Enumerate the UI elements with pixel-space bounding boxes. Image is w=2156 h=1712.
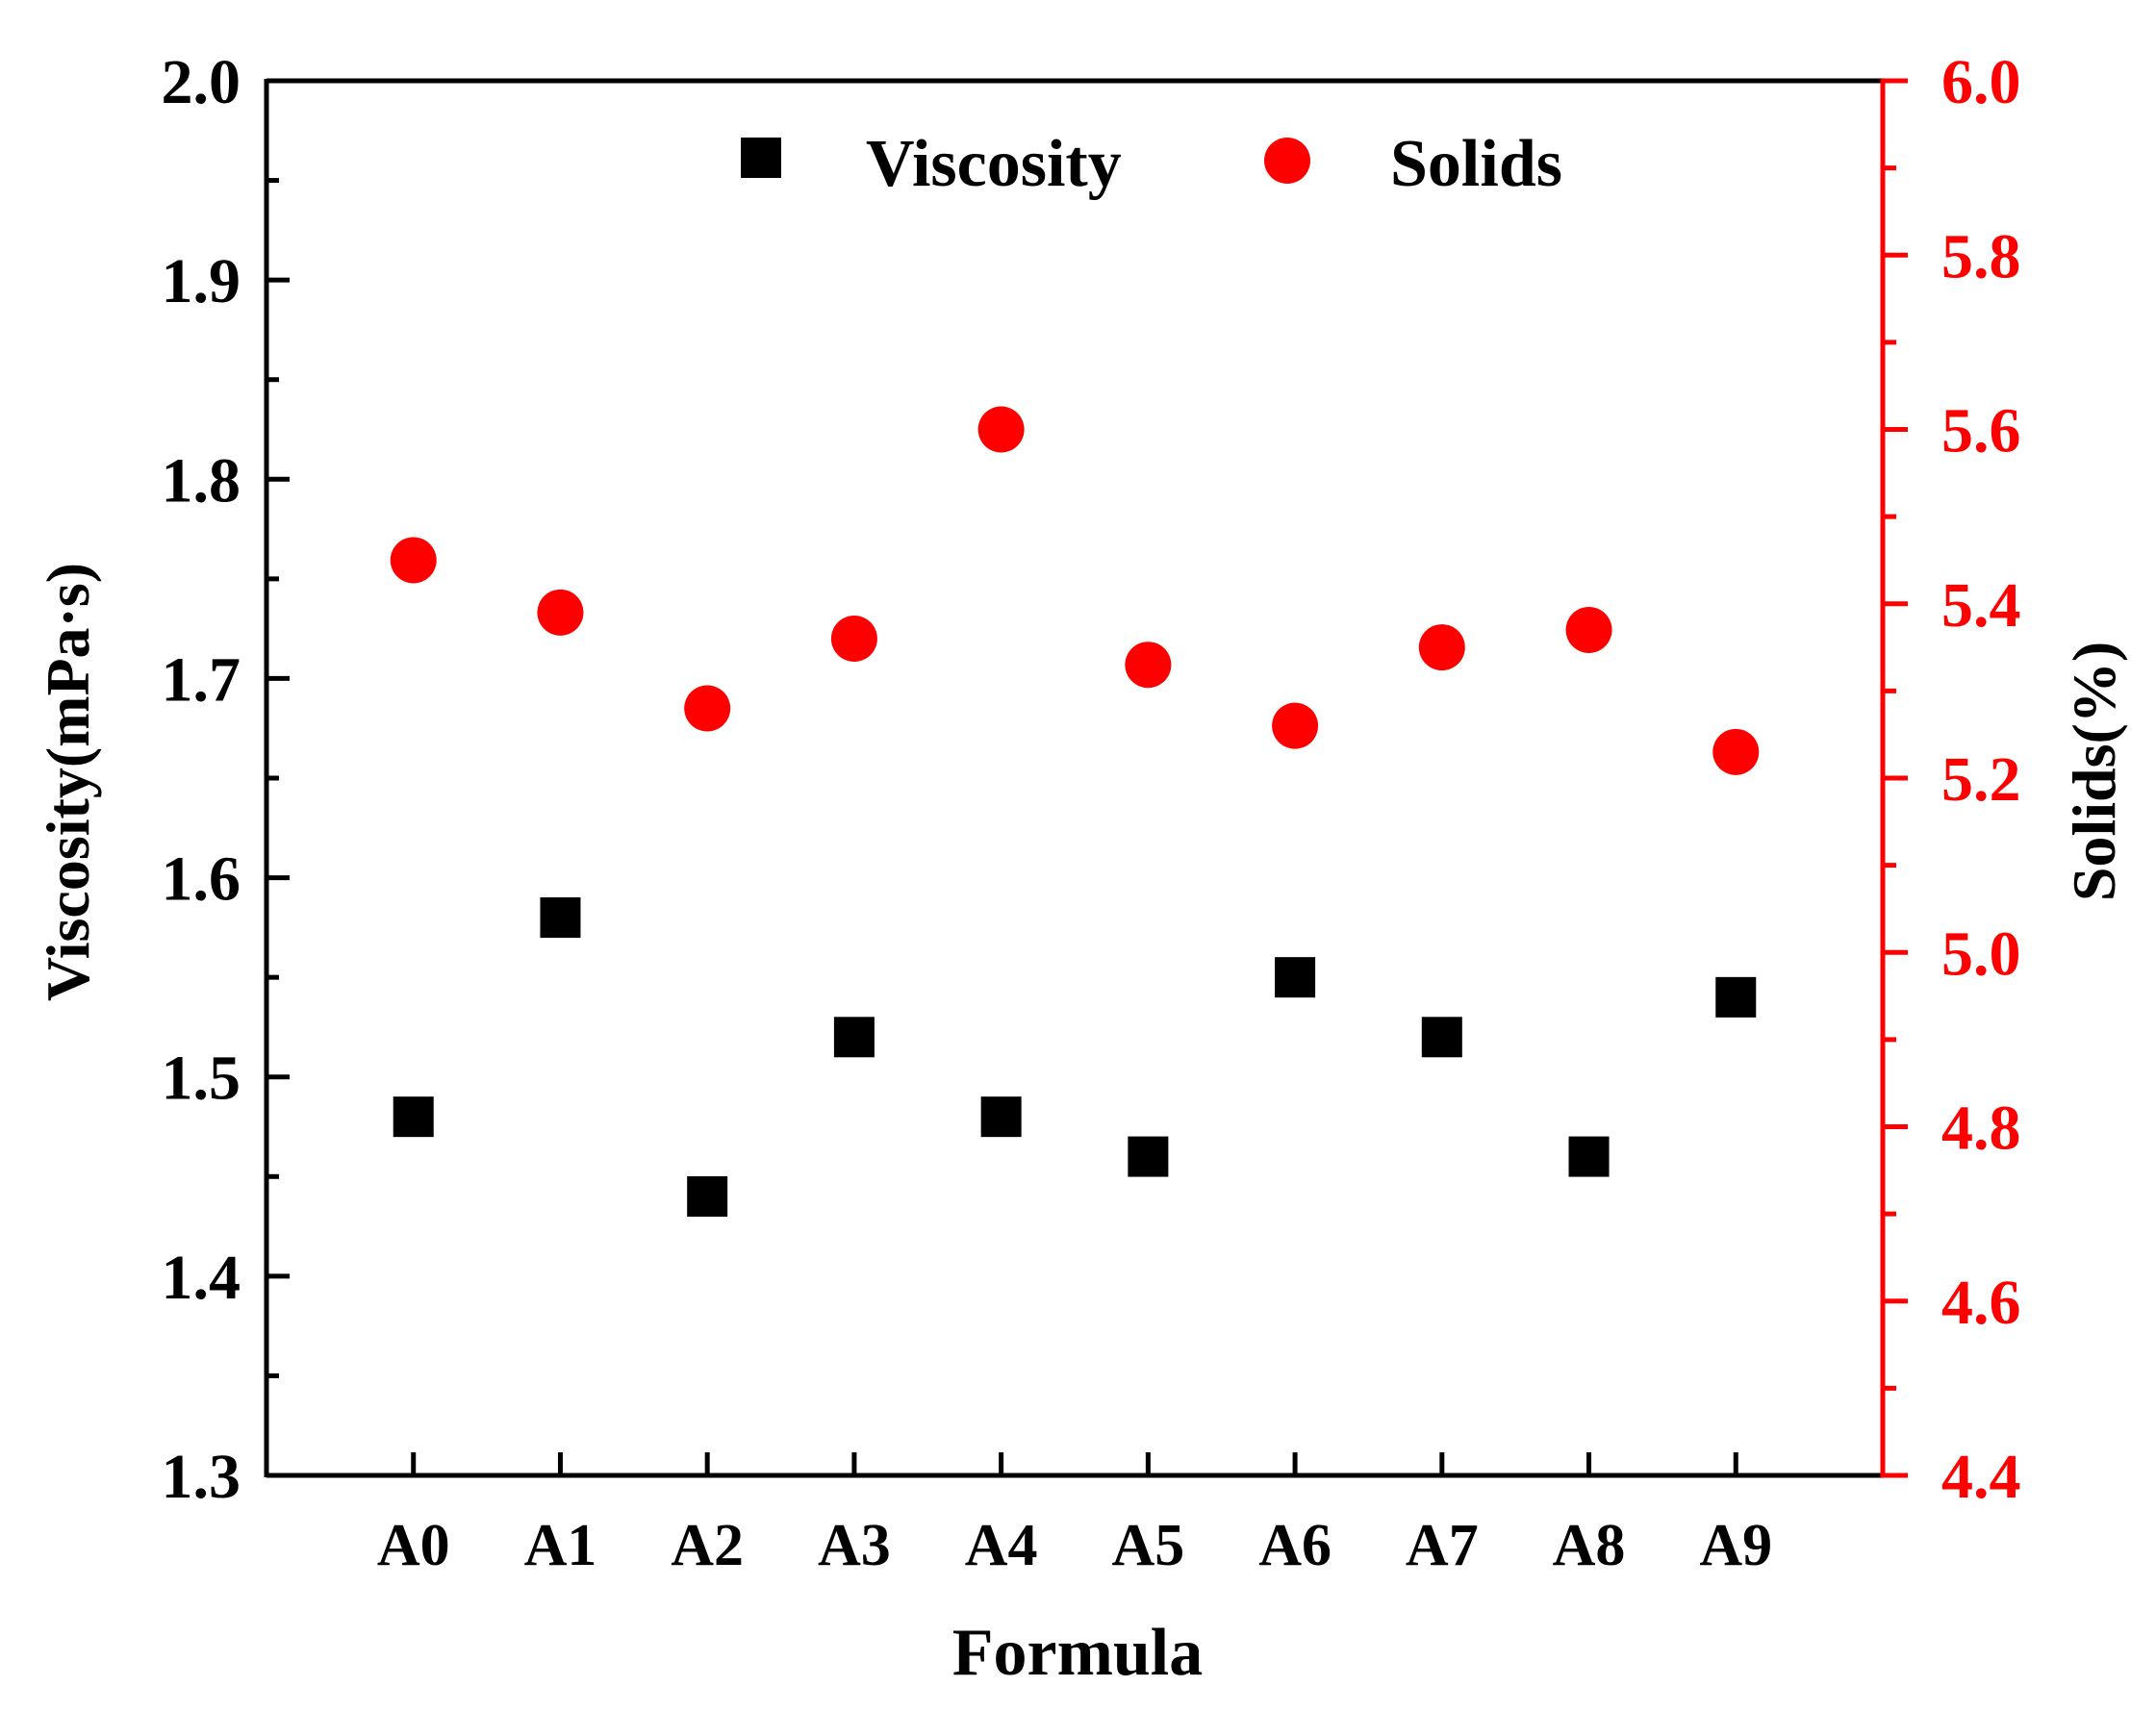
viscosity-point xyxy=(393,1096,434,1138)
x-tick-label: A1 xyxy=(524,1513,597,1578)
x-tick-label: A4 xyxy=(965,1513,1038,1578)
legend: Viscosity Solids xyxy=(741,127,1562,201)
solids-point xyxy=(830,616,877,662)
solids-point xyxy=(977,406,1025,453)
y-right-tick-label: 5.4 xyxy=(1941,570,2021,641)
y-left-tick-label: 1.5 xyxy=(162,1044,241,1114)
viscosity-point xyxy=(1421,1017,1462,1058)
viscosity-point xyxy=(980,1096,1022,1138)
solids-point xyxy=(390,537,437,584)
x-tick-label: A3 xyxy=(818,1513,891,1578)
solids-point xyxy=(1712,728,1760,775)
y-left-tick-label: 1.8 xyxy=(162,445,241,516)
x-tick-label: A0 xyxy=(377,1513,450,1578)
y-right-tick-label: 4.4 xyxy=(1941,1442,2021,1512)
y-right-tick-label: 5.8 xyxy=(1941,221,2021,291)
viscosity-point xyxy=(1275,957,1316,998)
legend-solids-marker xyxy=(1264,138,1310,184)
legend-solids-label: Solids xyxy=(1390,127,1562,201)
y-right-tick-label: 6.0 xyxy=(1941,47,2021,117)
y-right-tick-label: 4.8 xyxy=(1941,1094,2021,1164)
viscosity-point xyxy=(540,897,581,938)
viscosity-point xyxy=(687,1176,728,1217)
legend-viscosity-label: Viscosity xyxy=(866,127,1122,201)
x-axis-title: Formula xyxy=(952,1616,1204,1690)
y-left-tick-label: 1.7 xyxy=(162,644,241,715)
y-left-axis-title: Viscosity(mPa·s) xyxy=(34,563,102,1001)
y-right-tick-label: 5.6 xyxy=(1941,396,2021,466)
y-right-axis-title: Solids(%) xyxy=(2060,642,2128,901)
solids-point xyxy=(1565,606,1612,653)
viscosity-point xyxy=(1128,1136,1169,1177)
viscosity-point xyxy=(833,1017,875,1058)
solids-point xyxy=(684,685,731,732)
viscosity-point xyxy=(1715,976,1757,1018)
solids-point xyxy=(1418,624,1465,671)
x-tick-label: A2 xyxy=(671,1513,744,1578)
y-left-tick-label: 2.0 xyxy=(162,47,241,117)
x-tick-label: A7 xyxy=(1406,1513,1479,1578)
solids-point xyxy=(537,589,584,636)
solids-point xyxy=(1125,642,1172,689)
axes xyxy=(264,78,1886,1478)
y-left-tick-label: 1.6 xyxy=(162,844,241,915)
x-tick-label: A9 xyxy=(1699,1513,1772,1578)
ticks: A0 A1 A2 A3 A4 A5 A6 A7 A8 A9 1.3 1.4 1.5 1.6 1.7 1.8 1.… xyxy=(162,47,2021,1578)
y-right-tick-label: 5.0 xyxy=(1941,919,2021,989)
y-left-tick-label: 1.3 xyxy=(162,1442,241,1512)
x-tick-label: A5 xyxy=(1111,1513,1184,1578)
y-right-tick-label: 4.6 xyxy=(1941,1268,2021,1338)
viscosity-point xyxy=(1568,1136,1610,1177)
data-marks xyxy=(390,406,1760,1217)
y-right-tick-label: 5.2 xyxy=(1941,744,2021,815)
x-tick-label: A8 xyxy=(1553,1513,1626,1578)
legend-viscosity-marker xyxy=(741,138,781,178)
solids-point xyxy=(1272,702,1319,749)
y-left-tick-label: 1.9 xyxy=(162,246,241,316)
y-left-tick-label: 1.4 xyxy=(162,1243,241,1313)
x-tick-label: A6 xyxy=(1258,1513,1332,1578)
